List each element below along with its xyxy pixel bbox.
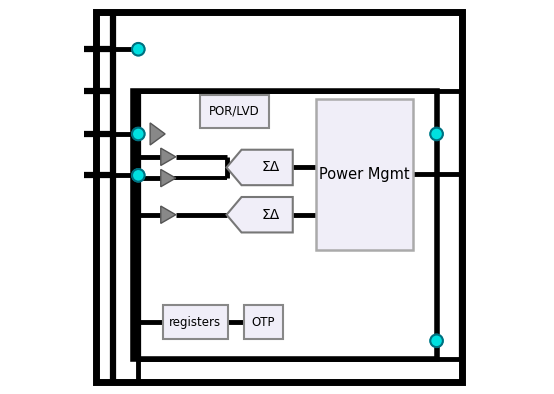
Circle shape bbox=[430, 128, 443, 140]
Text: Power Mgmt: Power Mgmt bbox=[319, 167, 410, 182]
Polygon shape bbox=[227, 197, 293, 232]
Text: ΣΔ: ΣΔ bbox=[262, 208, 280, 222]
Bar bbox=[316, 98, 413, 250]
Circle shape bbox=[132, 43, 145, 56]
Polygon shape bbox=[161, 206, 176, 223]
Polygon shape bbox=[150, 123, 165, 145]
Bar bbox=[200, 95, 269, 128]
Bar bbox=[244, 305, 283, 339]
Polygon shape bbox=[161, 169, 176, 187]
Text: ΣΔ: ΣΔ bbox=[262, 160, 280, 175]
Polygon shape bbox=[161, 148, 176, 165]
Text: registers: registers bbox=[169, 316, 221, 329]
Circle shape bbox=[430, 335, 443, 347]
Text: POR/LVD: POR/LVD bbox=[209, 105, 260, 118]
Circle shape bbox=[132, 128, 145, 140]
Text: OTP: OTP bbox=[252, 316, 275, 329]
Polygon shape bbox=[227, 150, 293, 185]
Bar bbox=[163, 305, 228, 339]
Circle shape bbox=[132, 169, 145, 182]
Bar bbox=[133, 91, 437, 359]
